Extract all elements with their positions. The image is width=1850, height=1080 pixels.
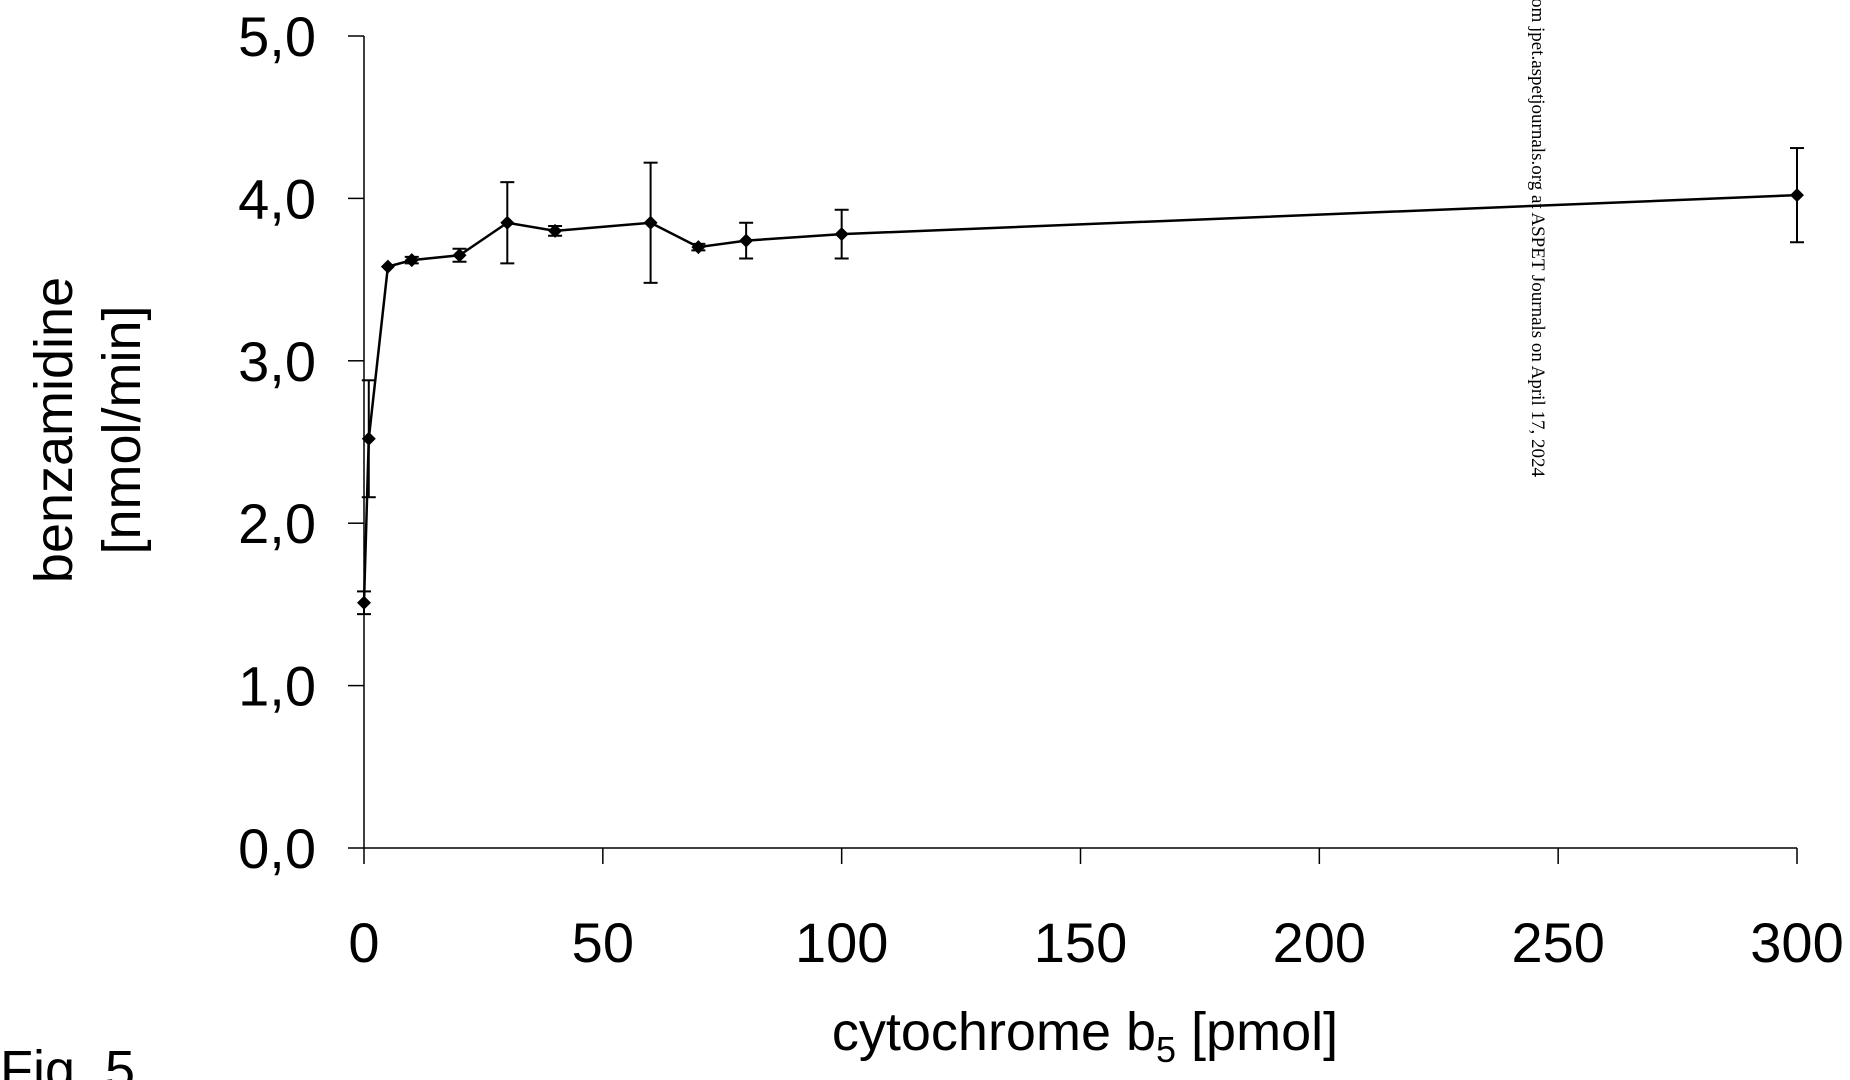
axes [363, 36, 1797, 849]
x-tick-label: 150 [1034, 911, 1127, 974]
y-axis-title-line1: benzamidine [24, 277, 84, 583]
series-line-layer [362, 193, 1798, 603]
data-point-marker [361, 431, 376, 446]
x-tick-label: 300 [1750, 911, 1843, 974]
series-line [362, 193, 1798, 603]
x-tick-label: 0 [348, 911, 379, 974]
figure-label: Fig. 5 [0, 1040, 135, 1080]
data-point-marker [357, 595, 371, 610]
y-tick-label: 5,0 [238, 5, 316, 68]
data-point-marker [1790, 188, 1804, 203]
x-axis-title-main: cytochrome b [832, 1002, 1156, 1062]
y-axis-title-line2: [nmol/min] [92, 305, 152, 554]
x-axis-title-subscript: 5 [1156, 1029, 1176, 1070]
x-tick-label: 50 [572, 911, 634, 974]
data-point-marker [404, 253, 419, 268]
y-tick-label: 2,0 [238, 492, 316, 555]
data-point-marker [643, 215, 658, 230]
y-tick-label: 3,0 [238, 330, 316, 393]
data-point-marker [500, 215, 515, 230]
y-tick-label: 1,0 [238, 655, 316, 718]
data-point-marker [691, 240, 706, 255]
data-point-marker [739, 233, 754, 248]
x-tick-label: 200 [1273, 911, 1366, 974]
data-point-marker [380, 259, 395, 274]
error-bars [357, 147, 1804, 616]
x-tick-label: 100 [795, 911, 888, 974]
y-tick-label: 0,0 [238, 817, 316, 880]
x-axis-ticks: 0 50 100 150 200 250 300 [348, 848, 1844, 974]
y-tick-label: 4,0 [238, 167, 316, 230]
data-point-marker [548, 223, 563, 238]
data-point-marker [452, 248, 467, 263]
data-point-marker [834, 227, 849, 242]
x-axis-title: cytochrome b5 [pmol] [832, 1002, 1338, 1070]
download-watermark: Downloaded from jpet.aspetjournals.org a… [1527, 0, 1548, 477]
y-axis-ticks: 0,0 1,0 2,0 3,0 4,0 5,0 [238, 5, 364, 880]
x-axis-title-suffix: [pmol] [1176, 1002, 1338, 1062]
x-tick-label: 250 [1511, 911, 1604, 974]
data-points [357, 188, 1804, 610]
